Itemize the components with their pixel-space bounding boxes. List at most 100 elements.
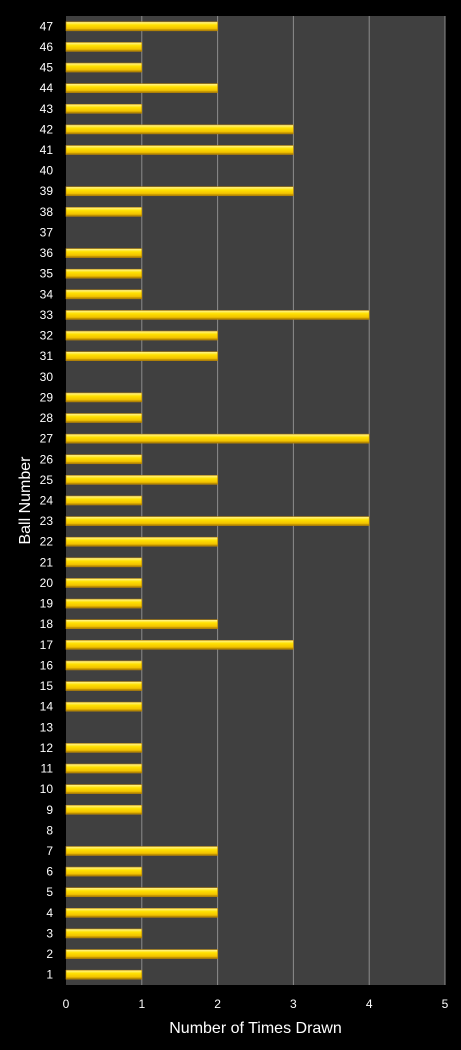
bar-ball-33: [66, 310, 369, 319]
bar-ball-6: [66, 867, 142, 876]
x-tick-label: 0: [63, 997, 70, 1011]
y-tick-label: 32: [40, 329, 54, 343]
bar-ball-41: [66, 146, 293, 155]
bar-ball-1: [66, 970, 142, 979]
bar-ball-4: [66, 908, 218, 917]
x-axis-title: Number of Times Drawn: [169, 1020, 342, 1037]
bar-ball-11: [66, 764, 142, 773]
y-tick-label: 19: [40, 597, 54, 611]
x-tick-label: 4: [366, 997, 373, 1011]
y-tick-label: 33: [40, 308, 54, 322]
bar-ball-26: [66, 455, 142, 464]
y-tick-label: 39: [40, 184, 54, 198]
y-tick-label: 10: [40, 782, 54, 796]
x-tick-label: 5: [442, 997, 449, 1011]
bar-ball-18: [66, 620, 218, 629]
x-tick-labels: 0 1 2 3 4 5: [63, 997, 449, 1011]
y-tick-label: 21: [40, 555, 54, 569]
bar-ball-15: [66, 682, 142, 691]
bar-ball-36: [66, 249, 142, 258]
y-tick-label: 24: [40, 494, 54, 508]
y-tick-label: 16: [40, 658, 54, 672]
bar-ball-25: [66, 475, 218, 484]
y-tick-label: 44: [40, 81, 54, 95]
bar-ball-22: [66, 537, 218, 546]
y-tick-label: 27: [40, 432, 54, 446]
bar-ball-21: [66, 558, 142, 567]
y-tick-label: 36: [40, 246, 54, 260]
bar-ball-46: [66, 42, 142, 51]
y-tick-label: 11: [41, 762, 54, 776]
bar-ball-28: [66, 414, 142, 423]
y-tick-label: 43: [40, 102, 54, 116]
bar-ball-32: [66, 331, 218, 340]
y-tick-label: 5: [46, 885, 53, 899]
bar-ball-34: [66, 290, 142, 299]
y-tick-label: 45: [40, 61, 54, 75]
y-tick-label: 6: [46, 865, 53, 879]
y-tick-label: 9: [46, 803, 53, 817]
bar-ball-5: [66, 888, 218, 897]
bar-ball-19: [66, 599, 142, 608]
y-tick-label: 25: [40, 473, 54, 487]
y-tick-label: 23: [40, 514, 54, 528]
bar-ball-42: [66, 125, 293, 134]
y-tick-label: 26: [40, 452, 54, 466]
bar-ball-24: [66, 496, 142, 505]
y-tick-label: 35: [40, 267, 54, 281]
y-axis-title: Ball Number: [17, 456, 34, 545]
y-tick-label: 2: [46, 947, 53, 961]
y-tick-label: 1: [46, 968, 53, 982]
bar-ball-39: [66, 187, 293, 196]
y-tick-label: 37: [40, 225, 54, 239]
bar-ball-17: [66, 640, 293, 649]
y-tick-label: 13: [40, 720, 54, 734]
y-tick-label: 41: [40, 143, 54, 157]
y-tick-label: 42: [40, 122, 54, 136]
bar-ball-38: [66, 207, 142, 216]
bar-ball-44: [66, 84, 218, 93]
bar-ball-14: [66, 702, 142, 711]
y-tick-label: 47: [40, 19, 54, 33]
bar-ball-43: [66, 104, 142, 113]
y-tick-label: 31: [40, 349, 54, 363]
x-tick-label: 3: [290, 997, 297, 1011]
bar-ball-9: [66, 805, 142, 814]
x-tick-label: 2: [214, 997, 221, 1011]
y-tick-label: 8: [46, 823, 53, 837]
bar-ball-12: [66, 743, 142, 752]
bar-ball-7: [66, 846, 218, 855]
y-tick-label: 4: [46, 906, 53, 920]
y-tick-label: 29: [40, 390, 54, 404]
y-tick-label: 3: [46, 926, 53, 940]
bar-ball-27: [66, 434, 369, 443]
y-tick-label: 34: [40, 287, 54, 301]
bar-ball-3: [66, 929, 142, 938]
bar-ball-47: [66, 22, 218, 31]
bar-ball-45: [66, 63, 142, 72]
y-tick-label: 28: [40, 411, 54, 425]
y-tick-label: 15: [40, 679, 54, 693]
x-tick-label: 1: [138, 997, 145, 1011]
y-tick-label: 46: [40, 40, 54, 54]
y-tick-label: 14: [40, 700, 54, 714]
y-tick-label: 20: [40, 576, 54, 590]
y-tick-label: 7: [46, 844, 53, 858]
bar-ball-23: [66, 517, 369, 526]
bar-ball-10: [66, 785, 142, 794]
y-tick-label: 38: [40, 205, 54, 219]
bar-ball-16: [66, 661, 142, 670]
y-tick-label: 18: [40, 617, 54, 631]
y-tick-label: 30: [40, 370, 54, 384]
y-tick-label: 17: [40, 638, 54, 652]
y-tick-label: 40: [40, 164, 54, 178]
y-tick-labels: 1234567891011121314151617181920212223242…: [40, 19, 54, 981]
bar-ball-20: [66, 578, 142, 587]
y-tick-label: 22: [40, 535, 54, 549]
bar-ball-2: [66, 950, 218, 959]
bar-ball-29: [66, 393, 142, 402]
y-tick-label: 12: [40, 741, 54, 755]
bar-ball-31: [66, 352, 218, 361]
bar-ball-35: [66, 269, 142, 278]
